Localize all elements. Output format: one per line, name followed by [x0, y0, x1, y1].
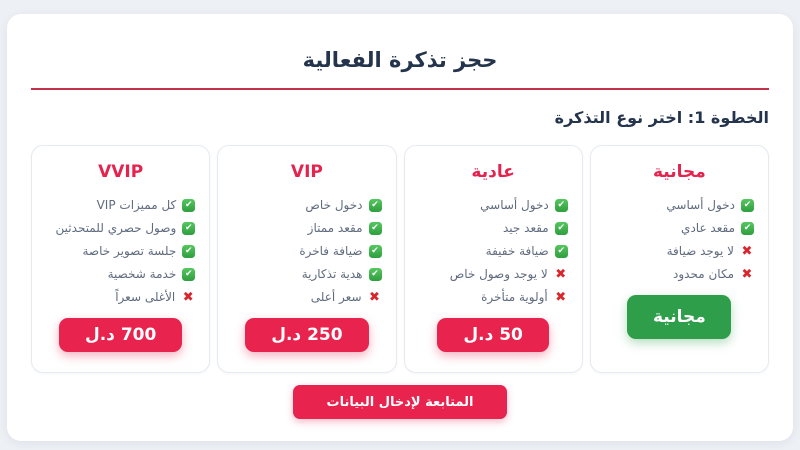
- ticket-feature-label: جلسة تصوير خاصة: [82, 244, 177, 258]
- ticket-feature-row: ✖ أولوية متأخرة: [481, 290, 568, 304]
- cross-icon: ✖: [741, 243, 753, 259]
- ticket-card-title: عادية: [471, 162, 515, 182]
- ticket-card-title: VVIP: [98, 162, 144, 182]
- ticket-feature-label: مقعد عادي: [681, 221, 735, 235]
- booking-panel: حجز تذكرة الفعالية الخطوة 1: اختر نوع ال…: [7, 14, 793, 441]
- check-icon: ✔: [554, 221, 568, 235]
- ticket-feature-row: ✔ مقعد جيد: [503, 221, 568, 235]
- ticket-feature-label: ضيافة فاخرة: [299, 244, 363, 258]
- cross-icon: ✖: [555, 289, 567, 305]
- ticket-feature-row: ✖ مكان محدود: [673, 267, 754, 281]
- ticket-feature-label: دخول خاص: [305, 198, 363, 212]
- ticket-feature-row: ✖ لا يوجد وصول خاص: [450, 267, 568, 281]
- ticket-price-button[interactable]: 700 د.ل: [58, 318, 183, 352]
- ticket-feature-list: ✔ دخول خاص ✔ مقعد ممتاز ✔ ضيافة فاخرة ✔ …: [230, 198, 383, 304]
- ticket-feature-row: ✔ كل مميزات VIP: [97, 198, 196, 212]
- ticket-feature-label: الأغلى سعراً: [115, 290, 176, 304]
- check-icon: ✔: [368, 244, 382, 258]
- ticket-feature-row: ✔ دخول خاص: [305, 198, 382, 212]
- cross-icon: ✖: [741, 266, 753, 282]
- ticket-feature-row: ✔ ضيافة فاخرة: [299, 244, 382, 258]
- ticket-feature-label: ضيافة خفيفة: [485, 244, 549, 258]
- ticket-feature-row: ✔ مقعد ممتاز: [308, 221, 382, 235]
- ticket-feature-list: ✔ كل مميزات VIP ✔ وصول حصري للمتحدثين ✔ …: [44, 198, 197, 304]
- check-icon: ✔: [182, 244, 196, 258]
- title-divider: [31, 88, 769, 90]
- ticket-feature-label: مكان محدود: [673, 267, 734, 281]
- ticket-feature-row: ✔ وصول حصري للمتحدثين: [56, 221, 196, 235]
- ticket-feature-list: ✔ دخول أساسي ✔ مقعد عادي ✖ لا يوجد ضيافة…: [603, 198, 756, 281]
- ticket-card[interactable]: VVIP ✔ كل مميزات VIP ✔ وصول حصري للمتحدث…: [31, 145, 211, 373]
- check-icon: ✔: [182, 267, 196, 281]
- ticket-feature-row: ✔ ضيافة خفيفة: [486, 244, 568, 258]
- ticket-feature-row: ✔ خدمة شخصية: [108, 267, 196, 281]
- check-icon: ✔: [368, 267, 382, 281]
- ticket-card-title: مجانية: [652, 162, 706, 182]
- ticket-feature-label: لا يوجد ضيافة: [666, 244, 734, 258]
- check-icon: ✔: [368, 221, 382, 235]
- check-icon: ✔: [554, 244, 568, 258]
- cross-icon: ✖: [182, 289, 194, 305]
- ticket-price-button[interactable]: 250 د.ل: [245, 318, 369, 352]
- ticket-feature-list: ✔ دخول أساسي ✔ مقعد جيد ✔ ضيافة خفيفة ✖ …: [417, 198, 570, 304]
- ticket-feature-label: لا يوجد وصول خاص: [449, 267, 548, 281]
- check-icon: ✔: [741, 221, 754, 235]
- ticket-feature-row: ✔ جلسة تصوير خاصة: [82, 244, 196, 258]
- ticket-feature-label: دخول أساسي: [480, 198, 549, 212]
- continue-button[interactable]: المتابعة لإدخال البيانات: [292, 385, 508, 419]
- ticket-feature-row: ✖ الأغلى سعراً: [115, 290, 195, 304]
- ticket-feature-label: مقعد جيد: [503, 221, 549, 235]
- cross-icon: ✖: [555, 266, 567, 282]
- ticket-feature-label: كل مميزات VIP: [96, 198, 177, 212]
- ticket-price-button[interactable]: مجانية: [627, 295, 732, 339]
- ticket-card-title: VIP: [290, 162, 323, 182]
- ticket-feature-label: مقعد ممتاز: [307, 221, 363, 235]
- ticket-card[interactable]: مجانية ✔ دخول أساسي ✔ مقعد عادي ✖ لا يوج…: [589, 145, 769, 373]
- ticket-feature-row: ✔ مقعد عادي: [681, 221, 754, 235]
- ticket-feature-label: دخول أساسي: [666, 198, 735, 212]
- ticket-feature-label: أولوية متأخرة: [481, 290, 548, 304]
- ticket-feature-row: ✔ دخول أساسي: [666, 198, 754, 212]
- ticket-feature-row: ✔ هدية تذكارية: [302, 267, 382, 281]
- ticket-feature-label: هدية تذكارية: [301, 267, 363, 281]
- ticket-feature-label: سعر أعلى: [310, 290, 362, 304]
- ticket-feature-row: ✔ دخول أساسي: [480, 198, 568, 212]
- ticket-feature-row: ✖ لا يوجد ضيافة: [667, 244, 754, 258]
- cross-icon: ✖: [369, 289, 380, 305]
- ticket-feature-label: خدمة شخصية: [107, 267, 177, 281]
- check-icon: ✔: [554, 198, 568, 212]
- page-title: حجز تذكرة الفعالية: [302, 48, 498, 72]
- ticket-price-button[interactable]: 50 د.ل: [437, 318, 549, 352]
- check-icon: ✔: [182, 198, 196, 212]
- ticket-feature-row: ✖ سعر أعلى: [311, 290, 382, 304]
- ticket-card[interactable]: عادية ✔ دخول أساسي ✔ مقعد جيد ✔ ضيافة خف…: [403, 145, 583, 373]
- ticket-feature-label: وصول حصري للمتحدثين: [55, 221, 177, 235]
- check-icon: ✔: [368, 198, 382, 212]
- check-icon: ✔: [182, 221, 196, 235]
- step-heading: الخطوة 1: اختر نوع التذكرة: [554, 108, 769, 127]
- ticket-cards-row: مجانية ✔ دخول أساسي ✔ مقعد عادي ✖ لا يوج…: [31, 145, 769, 373]
- ticket-card[interactable]: VIP ✔ دخول خاص ✔ مقعد ممتاز ✔ ضيافة فاخر…: [217, 145, 397, 373]
- check-icon: ✔: [741, 198, 754, 212]
